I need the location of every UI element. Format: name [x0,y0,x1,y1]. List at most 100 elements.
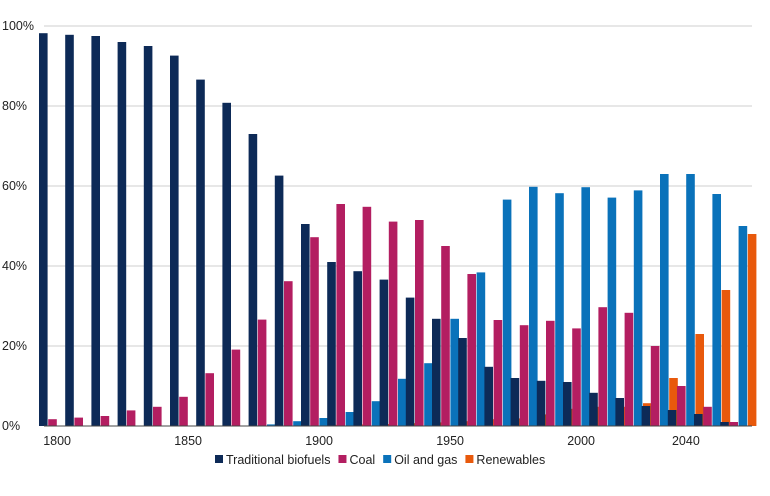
bar-coal-2020 [624,312,634,426]
bar-oil-and-gas-2020 [633,190,643,426]
bar-coal-1900 [310,237,319,426]
bar-oil-and-gas-1900 [319,418,328,426]
x-tick-label: 2040 [672,434,700,448]
bar-traditional-biofuels-1920 [353,271,362,426]
bar-coal-1840 [153,406,162,426]
legend-label: Oil and gas [394,453,457,467]
bar-traditional-biofuels-2060 [720,422,729,426]
bar-coal-1810 [74,417,83,426]
legend-label: Renewables [476,453,545,467]
bar-traditional-biofuels-1800 [39,33,48,426]
bar-traditional-biofuels-1960 [458,338,467,426]
bar-traditional-biofuels-1930 [379,279,389,426]
bar-oil-and-gas-2030 [660,174,669,426]
bar-coal-1920 [362,206,372,426]
bar-oil-and-gas-2000 [581,187,590,426]
bar-traditional-biofuels-1940 [405,297,415,426]
legend-label: Traditional biofuels [226,453,330,467]
bar-coal-1930 [388,221,398,426]
bar-oil-and-gas-2010 [607,197,617,426]
bar-coal-2010 [598,307,607,426]
bar-traditional-biofuels-1900 [301,224,310,426]
bar-oil-and-gas-1930 [398,378,407,426]
bars [39,33,757,427]
bar-coal-1800 [48,419,57,426]
y-tick-label: 20% [2,339,27,353]
legend-swatch-renewables [465,455,474,463]
bar-traditional-biofuels-1890 [274,175,284,426]
bar-renewables-2050 [721,290,731,426]
x-tick-label: 1850 [174,434,202,448]
bar-traditional-biofuels-2020 [615,398,624,426]
bar-coal-2050 [703,406,712,426]
bar-traditional-biofuels-2040 [667,410,677,426]
bar-coal-1950 [441,246,450,426]
y-tick-label: 0% [2,419,20,433]
bar-oil-and-gas-1950 [450,318,459,426]
bar-coal-1940 [415,220,424,426]
bar-coal-1980 [519,325,529,426]
y-tick-label: 80% [2,99,27,113]
bar-oil-and-gas-1990 [555,193,564,426]
bar-traditional-biofuels-1990 [536,380,546,426]
bar-oil-and-gas-1980 [529,186,538,426]
bar-traditional-biofuels-2030 [641,406,651,426]
bar-coal-2060 [729,422,738,426]
bar-oil-and-gas-2040 [686,174,695,426]
bar-oil-and-gas-1890 [293,421,302,426]
bar-coal-1910 [336,204,345,426]
bar-renewables-2030 [669,378,678,426]
bar-coal-1830 [126,410,136,426]
bar-traditional-biofuels-1970 [484,366,493,426]
legend-swatch-coal [338,455,347,463]
bar-oil-and-gas-1910 [345,412,355,426]
bar-coal-1880 [257,319,267,426]
legend-swatch-traditional-biofuels [215,455,223,463]
y-tick-label: 40% [2,259,27,273]
y-tick-label: 60% [2,179,27,193]
bar-traditional-biofuels-1810 [65,34,74,427]
bar-coal-2030 [650,346,660,426]
x-tick-label: 1950 [436,434,464,448]
legend-label: Coal [349,453,375,467]
legend-swatch-oil-and-gas [383,455,392,463]
bar-traditional-biofuels-1850 [170,55,179,426]
bar-coal-1990 [546,320,555,426]
y-tick-label: 100% [2,19,34,33]
bar-traditional-biofuels-1820 [91,36,100,426]
bar-traditional-biofuels-1870 [222,102,231,427]
bar-coal-1960 [467,274,476,426]
x-tick-label: 1800 [43,434,71,448]
bar-renewables-2060 [747,234,757,426]
bar-coal-1820 [100,416,110,426]
bar-traditional-biofuels-1950 [432,318,441,426]
bar-traditional-biofuels-2050 [694,414,703,426]
bar-traditional-biofuels-2000 [563,382,572,426]
bar-coal-1860 [205,373,214,426]
bar-oil-and-gas-1920 [371,401,381,426]
bar-coal-1870 [231,349,241,426]
bar-oil-and-gas-2060 [738,226,748,426]
bar-traditional-biofuels-1880 [248,134,258,426]
bar-oil-and-gas-1970 [502,199,512,426]
bar-traditional-biofuels-1840 [143,46,153,426]
bar-traditional-biofuels-1830 [117,42,127,426]
bar-traditional-biofuels-1860 [196,79,205,426]
bar-oil-and-gas-1940 [424,363,433,426]
bar-oil-and-gas-2050 [712,194,721,426]
axes: 0% 20% 40% 60% 80% 100% 1800 1850 1900 1950 2000 20… [2,19,752,448]
bar-coal-1970 [493,320,503,426]
bar-coal-2000 [572,328,581,426]
bar-coal-1890 [284,281,293,426]
x-tick-label: 1900 [305,434,333,448]
bar-traditional-biofuels-2010 [589,392,598,426]
x-tick-label: 2000 [567,434,595,448]
bar-traditional-biofuels-1980 [510,378,520,426]
bar-traditional-biofuels-1910 [327,262,336,426]
bar-coal-2040 [677,386,686,426]
bar-oil-and-gas-1880 [267,424,276,426]
bar-coal-1850 [179,396,188,426]
legend: Traditional biofuels Coal Oil and gas Renew… [215,453,545,467]
bar-renewables-2040 [695,334,704,426]
